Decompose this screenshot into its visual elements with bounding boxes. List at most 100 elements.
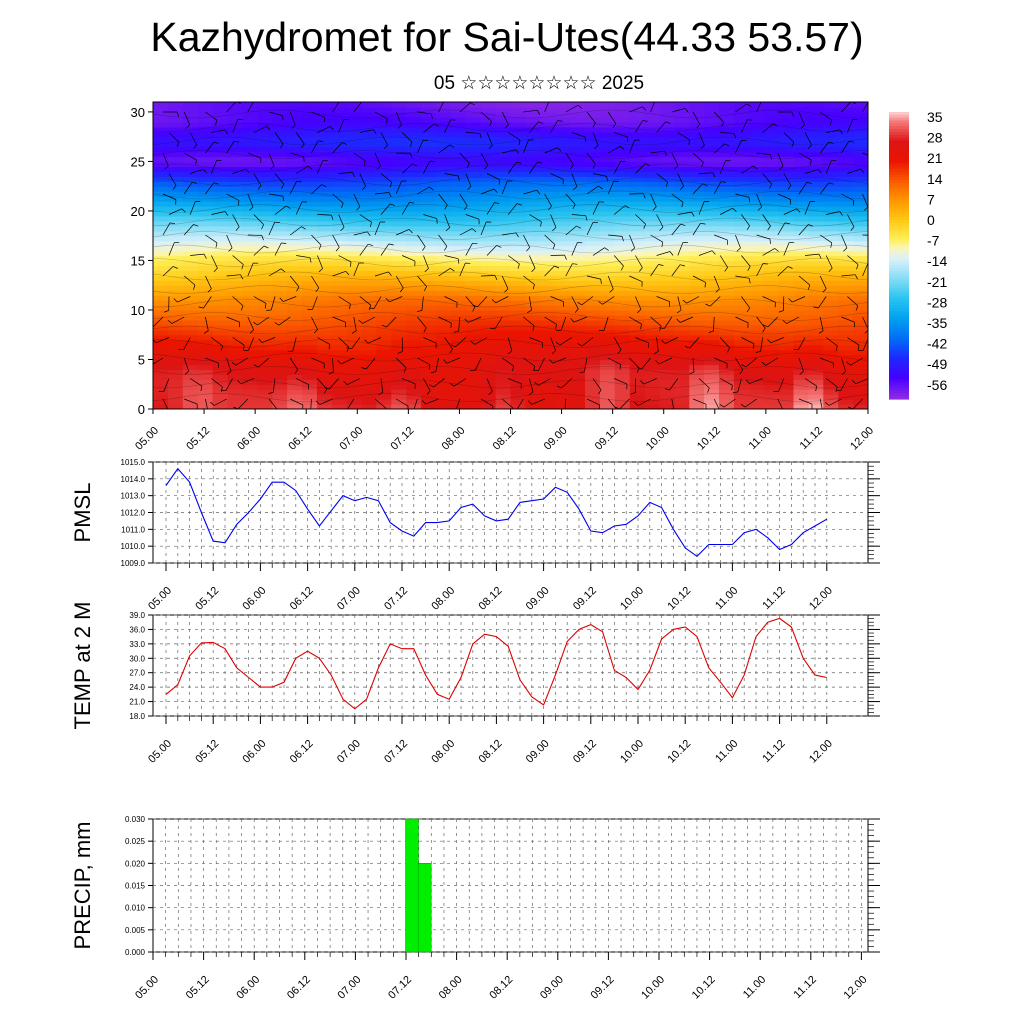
cross-section-panel: 0 5 10 15 20 25 30 05.00 05.12 06.00 06.12 07.00 07.…: [131, 101, 876, 453]
x-tick-label: 09.12: [593, 425, 621, 453]
y-tick-label: 1011.0: [121, 525, 145, 534]
y-tick-label: 33.0: [129, 640, 145, 649]
y-tick-label: 20: [131, 204, 145, 219]
y-axis-label: TEMP at 2 M: [70, 602, 95, 730]
x-tick-label: 08.12: [487, 974, 515, 1002]
y-tick-label: 30.0: [129, 654, 145, 663]
colorbar-tick-label: -42: [927, 336, 947, 352]
x-tick-label: 09.00: [524, 738, 552, 766]
x-tick-label: 09.00: [538, 974, 566, 1002]
grid: [153, 614, 868, 717]
y-axis-label: PMSL: [70, 483, 95, 543]
x-tick-label: 12.00: [807, 585, 835, 613]
x-tick-label: 07.12: [389, 425, 417, 453]
x-tick-label: 06.12: [288, 585, 316, 613]
x-tick-label: 10.12: [665, 738, 693, 766]
heatmap-cells: [153, 102, 868, 409]
y-tick-label: 1015.0: [121, 458, 146, 467]
x-tick-label: 11.12: [798, 425, 825, 452]
x-tick-label: 10.00: [618, 585, 646, 613]
x-tick-label: 11.00: [741, 974, 768, 1001]
x-tick-label: 05.12: [193, 738, 221, 766]
x-tick-label: 06.00: [241, 738, 269, 766]
y-tick-label: 21.0: [129, 698, 145, 707]
x-tick-label: 12.00: [842, 974, 870, 1002]
x-tick-label: 07.00: [335, 738, 363, 766]
y-tick-label: 10: [131, 303, 145, 318]
x-tick-label: 08.12: [491, 425, 519, 453]
x-tick-label: 11.12: [760, 585, 787, 612]
x-tick-label: 08.00: [429, 585, 457, 613]
y-tick-label: 1010.0: [121, 542, 146, 551]
x-tick-label: 06.12: [286, 425, 314, 453]
colorbar-tick-label: -21: [927, 274, 947, 290]
x-tick-label: 05.00: [133, 974, 161, 1002]
x-tick-label: 12.00: [807, 738, 835, 766]
y-tick-label: 0.000: [125, 948, 146, 957]
y-tick-label: 0.005: [125, 926, 146, 935]
grid: [153, 461, 868, 564]
chart-subtitle: 05 ☆☆☆☆☆☆☆☆ 2025: [433, 73, 645, 94]
colorbar: 35 28 21 14 7 0 -7 -14 -21 -28 -35 -42 -49 -56: [889, 109, 947, 400]
precip-bar: [405, 818, 419, 953]
y-tick-label: 27.0: [129, 669, 145, 678]
y-tick-label: 25: [131, 154, 145, 169]
x-tick-label: 06.00: [234, 974, 262, 1002]
y-tick-label: 18.0: [129, 712, 145, 721]
y-tick-label: 39.0: [129, 611, 145, 620]
x-tick-label: 09.12: [571, 738, 599, 766]
y-tick-label: 5: [138, 352, 145, 367]
y-tick-label: 1014.0: [121, 475, 146, 484]
chart-title: Kazhydromet for Sai-Utes(44.33 53.57): [150, 14, 864, 60]
x-tick-label: 07.12: [386, 974, 414, 1002]
y-tick-label: 0.025: [125, 837, 146, 846]
y-tick-label: 30: [131, 105, 145, 120]
colorbar-tick-label: -7: [927, 233, 940, 249]
x-tick-label: 06.00: [241, 585, 269, 613]
temperature-series-line: [165, 617, 827, 710]
x-tick-label: 10.12: [665, 585, 693, 613]
precip-bars: [405, 818, 432, 953]
x-tick-label: 10.00: [618, 738, 646, 766]
x-tick-label: 07.12: [382, 738, 410, 766]
x-tick-label: 05.00: [146, 738, 174, 766]
y-tick-label: 1012.0: [121, 509, 146, 518]
y-tick-label: 1013.0: [121, 492, 146, 501]
x-tick-label: 07.00: [337, 425, 365, 453]
colorbar-tick-label: -49: [927, 356, 947, 372]
x-tick-label: 09.00: [524, 585, 552, 613]
x-tick-label: 11.00: [713, 585, 740, 612]
colorbar-tick-label: 0: [927, 212, 935, 228]
x-tick-label: 05.12: [184, 425, 212, 453]
y-tick-label: 0.015: [125, 882, 146, 891]
x-tick-label: 05.12: [184, 974, 212, 1002]
precipitation-panel: 0.000 0.005 0.010 0.015 0.020 0.025 0.030 05.00…: [70, 815, 880, 1002]
y-tick-label: 1009.0: [121, 559, 146, 568]
x-tick-label: 07.12: [382, 585, 410, 613]
x-tick-label: 07.00: [335, 585, 363, 613]
isotherm-lines: [153, 109, 868, 402]
x-tick-label: 11.00: [747, 425, 774, 452]
x-tick-label: 07.00: [336, 974, 364, 1002]
pmsl-series-line: [165, 467, 828, 558]
colorbar-tick-label: -14: [927, 253, 947, 269]
y-tick-label: 0.020: [125, 859, 146, 868]
y-tick-label: 0.030: [125, 815, 146, 824]
x-tick-label: 06.12: [285, 974, 313, 1002]
x-tick-label: 09.12: [589, 974, 617, 1002]
colorbar-tick-label: 35: [927, 109, 943, 125]
grid: [153, 818, 868, 953]
colorbar-tick-label: 21: [927, 150, 943, 166]
x-tick-label: 09.12: [571, 585, 599, 613]
x-tick-label: 08.12: [477, 738, 505, 766]
x-tick-label: 09.00: [542, 425, 570, 453]
colorbar-tick-label: 7: [927, 191, 935, 207]
x-tick-label: 11.12: [760, 738, 787, 765]
y-tick-label: 24.0: [129, 683, 145, 692]
y-tick-label: 0: [138, 402, 145, 417]
x-tick-label: 06.12: [288, 738, 316, 766]
x-tick-label: 08.00: [437, 974, 465, 1002]
x-tick-label: 08.12: [477, 585, 505, 613]
x-tick-label: 05.00: [146, 585, 174, 613]
